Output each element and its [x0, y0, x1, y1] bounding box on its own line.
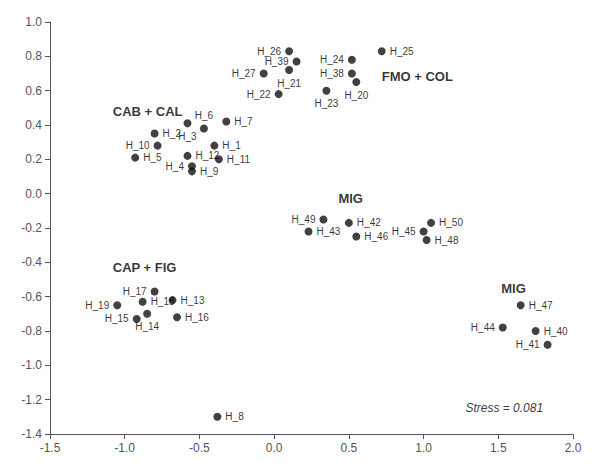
svg-text:0.0: 0.0 [25, 187, 42, 201]
svg-text:H_5: H_5 [143, 152, 162, 163]
svg-text:0.0: 0.0 [266, 441, 283, 455]
svg-text:0.4: 0.4 [25, 118, 42, 132]
svg-text:H_18: H_18 [151, 296, 175, 307]
svg-text:H_43: H_43 [317, 226, 341, 237]
svg-text:-1.2: -1.2 [21, 393, 42, 407]
svg-text:-1.0: -1.0 [21, 358, 42, 372]
svg-text:-0.4: -0.4 [21, 255, 42, 269]
svg-text:-0.5: -0.5 [189, 441, 210, 455]
svg-text:1.0: 1.0 [25, 15, 42, 29]
svg-text:-0.2: -0.2 [21, 221, 42, 235]
svg-text:H_4: H_4 [166, 161, 185, 172]
svg-text:H_38: H_38 [320, 68, 344, 79]
svg-text:H_25: H_25 [390, 46, 414, 57]
svg-text:0.2: 0.2 [25, 152, 42, 166]
svg-text:0.8: 0.8 [25, 49, 42, 63]
svg-text:0.5: 0.5 [341, 441, 358, 455]
svg-text:H_17: H_17 [123, 286, 147, 297]
svg-text:H_15: H_15 [105, 313, 129, 324]
svg-text:H_48: H_48 [435, 235, 459, 246]
svg-text:CAB + CAL: CAB + CAL [113, 104, 183, 119]
svg-text:H_16: H_16 [185, 312, 209, 323]
svg-text:H_21: H_21 [277, 78, 301, 89]
svg-text:H_42: H_42 [357, 217, 381, 228]
svg-text:H_13: H_13 [181, 295, 205, 306]
svg-text:H_47: H_47 [529, 300, 553, 311]
svg-text:H_39: H_39 [265, 56, 289, 67]
svg-text:CAP + FIG: CAP + FIG [113, 260, 177, 275]
svg-text:H_14: H_14 [135, 321, 159, 332]
svg-text:H_20: H_20 [344, 90, 368, 101]
svg-text:H_27: H_27 [232, 68, 256, 79]
svg-text:H_40: H_40 [544, 326, 568, 337]
svg-text:H_8: H_8 [225, 411, 244, 422]
svg-text:1.5: 1.5 [490, 441, 507, 455]
svg-text:H_46: H_46 [364, 231, 388, 242]
svg-text:-0.8: -0.8 [21, 324, 42, 338]
svg-text:H_1: H_1 [222, 140, 241, 151]
svg-text:2.0: 2.0 [565, 441, 582, 455]
svg-text:H_2: H_2 [162, 128, 181, 140]
svg-text:H_44: H_44 [471, 322, 495, 333]
svg-text:FMO + COL: FMO + COL [382, 69, 453, 84]
svg-text:MIG: MIG [501, 281, 526, 296]
svg-text:0.6: 0.6 [25, 84, 42, 98]
svg-text:-1.5: -1.5 [40, 441, 61, 455]
svg-text:H_45: H_45 [392, 226, 416, 237]
svg-text:H_22: H_22 [247, 89, 271, 100]
svg-text:Stress = 0.081: Stress = 0.081 [465, 401, 543, 415]
svg-text:H_10: H_10 [126, 140, 150, 151]
svg-text:H_3: H_3 [178, 131, 197, 142]
svg-text:H_9: H_9 [200, 166, 219, 177]
svg-text:H_26: H_26 [257, 45, 282, 57]
svg-text:H_19: H_19 [85, 300, 109, 311]
svg-text:H_6: H_6 [195, 110, 214, 121]
svg-text:H_24: H_24 [320, 54, 344, 65]
svg-text:-1.4: -1.4 [21, 427, 42, 441]
svg-text:-1.0: -1.0 [114, 441, 135, 455]
svg-text:MIG: MIG [338, 191, 363, 206]
svg-text:H_49: H_49 [292, 214, 316, 225]
svg-text:H_41: H_41 [516, 339, 540, 350]
svg-text:H_11: H_11 [227, 154, 251, 165]
svg-text:H_50: H_50 [439, 217, 463, 228]
svg-text:H_12: H_12 [195, 150, 219, 161]
svg-text:-0.6: -0.6 [21, 290, 42, 304]
svg-text:1.0: 1.0 [415, 441, 432, 455]
svg-text:H_7: H_7 [234, 116, 253, 127]
svg-text:H_23: H_23 [314, 98, 338, 109]
